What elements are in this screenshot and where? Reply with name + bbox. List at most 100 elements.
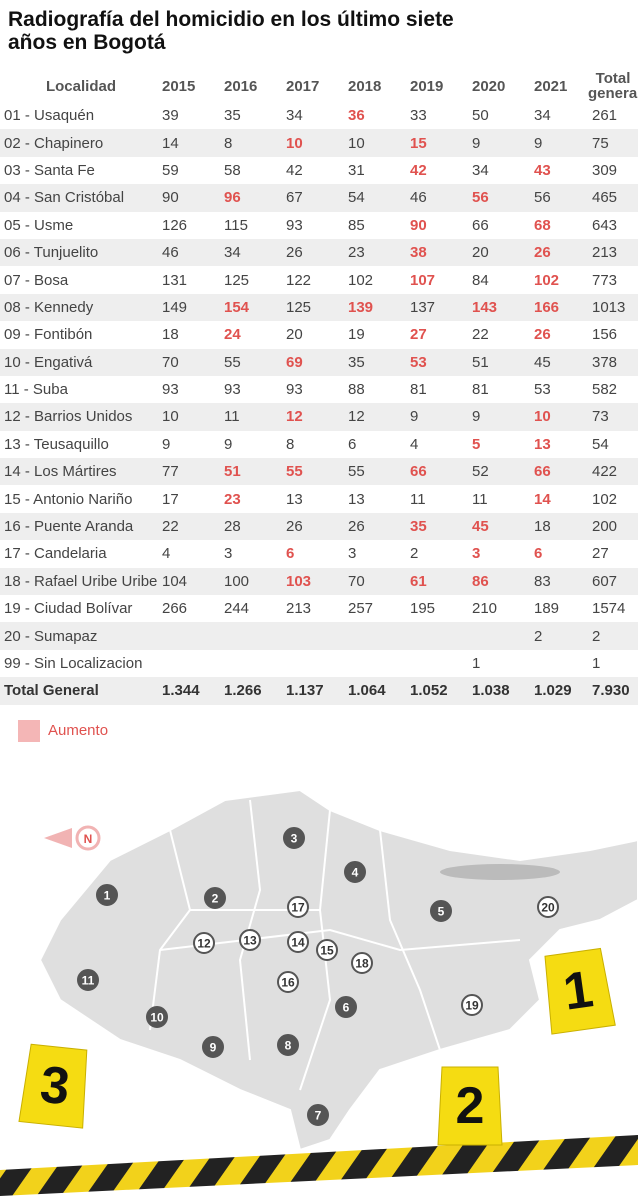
value-cell: 31	[348, 161, 365, 179]
locality: 09 - Fontibón	[4, 326, 93, 344]
value-cell: 46	[406, 184, 468, 212]
district-number: 16	[281, 976, 295, 990]
marker-number: 3	[37, 1056, 72, 1117]
value-cell: 8	[286, 435, 295, 453]
empty-cell	[282, 622, 344, 650]
value-cell: 210	[472, 600, 498, 618]
value-cell: 14	[158, 129, 220, 157]
district-badge	[287, 896, 309, 918]
table-row: 03 - Santa Fe 59 58 42 31 42 34 43 309	[0, 157, 638, 184]
value-cell: 102	[534, 271, 560, 289]
district-number: 3	[291, 832, 298, 846]
district-number: 19	[465, 999, 479, 1013]
value-cell: 75	[588, 129, 638, 157]
value-cell: 1	[472, 655, 481, 672]
value-cell: 46	[158, 238, 220, 267]
table-row: 09 - Fontibón 18 24 20 19 27 22 26 156	[0, 321, 638, 348]
value-cell: 90	[158, 184, 220, 212]
district-number: 14	[291, 936, 305, 950]
total-cell: 1.038	[468, 677, 530, 705]
value-cell: 19	[348, 326, 365, 344]
locality: 03 - Santa Fe	[4, 161, 95, 179]
value-cell: 213	[588, 238, 638, 267]
value-cell: 51	[468, 348, 530, 376]
value-cell: 137	[406, 293, 468, 322]
value-cell: 11	[220, 403, 282, 431]
header-cell: 2016	[224, 77, 258, 95]
empty-cell	[158, 650, 220, 677]
value-cell: 68	[534, 216, 551, 234]
value-cell: 26	[344, 512, 406, 541]
value-cell: 45	[530, 348, 588, 376]
district-badge	[204, 887, 226, 909]
value-cell: 35	[406, 512, 468, 541]
district-badge	[335, 996, 357, 1018]
value-cell: 213	[286, 600, 312, 618]
value-cell: 422	[588, 458, 638, 486]
district-number: 7	[315, 1109, 322, 1123]
district-number: 13	[243, 934, 257, 948]
table-row: 04 - San Cristóbal 90 96 67 54 46 56 56 465	[0, 184, 638, 212]
locality: 19 - Ciudad Bolívar	[4, 600, 133, 618]
value-cell: 42	[410, 161, 427, 179]
compass: N	[44, 825, 101, 851]
district-number: 20	[541, 901, 555, 915]
locality: 05 - Usme	[4, 216, 74, 234]
empty-cell	[344, 650, 406, 677]
empty-cell	[158, 622, 220, 650]
caution-tape	[0, 1135, 638, 1196]
total-cell: 1.052	[406, 677, 468, 705]
district-badge	[146, 1006, 168, 1028]
value-cell: 26	[282, 238, 344, 267]
value-cell: 3	[472, 545, 481, 563]
value-cell: 195	[410, 600, 436, 618]
value-cell: 773	[592, 271, 618, 289]
locality: 14 - Los Mártires	[0, 458, 158, 486]
value-cell: 5	[472, 435, 481, 453]
district-number: 11	[82, 974, 95, 988]
empty-cell	[220, 622, 282, 650]
value-cell: 261	[592, 107, 618, 125]
shadow	[440, 864, 560, 880]
total-cell: 1.266	[220, 677, 282, 705]
marker-body	[544, 947, 616, 1035]
district-badge	[277, 971, 299, 993]
empty-cell	[344, 622, 406, 650]
value-cell: 70	[158, 348, 220, 376]
value-cell: 43	[534, 161, 551, 179]
value-cell: 73	[588, 403, 638, 431]
value-cell: 12	[344, 403, 406, 431]
header-row: Localidad 2015 2016 2017 2018 2019 2020 2021 Tot…	[0, 70, 638, 102]
value-cell: 9	[468, 403, 530, 431]
district-number: 1	[104, 889, 111, 903]
district-number: 5	[438, 905, 445, 919]
value-cell: 66	[530, 458, 588, 486]
table-row: 19 - Ciudad Bolívar 266 244 213 257 195 210 189…	[0, 595, 638, 622]
district-number: 12	[197, 937, 211, 951]
value-cell: 9	[162, 435, 171, 453]
value-cell: 6	[286, 545, 295, 563]
table-row: 01 - Usaquén 39 35 34 36 33 50 34 261	[0, 102, 638, 129]
locality: 18 - Rafael Uribe Uribe	[0, 567, 158, 596]
district-badge	[461, 994, 483, 1016]
table-row: 10 - Engativá 70 55 69 35 53 51 45 378	[0, 348, 638, 376]
header-cell: Total general	[588, 70, 638, 102]
value-cell: 50	[472, 107, 489, 125]
value-cell: 85	[348, 216, 365, 234]
total-cell: 1.064	[344, 677, 406, 705]
table-row: 06 - Tunjuelito 46 34 26 23 38 20 26 213	[0, 238, 638, 267]
district-badge	[351, 952, 373, 974]
value-cell: 100	[220, 567, 282, 596]
district-badge	[344, 861, 366, 883]
value-cell: 93	[162, 381, 179, 399]
value-cell: 38	[406, 238, 468, 267]
value-cell: 607	[588, 567, 638, 596]
value-cell: 4	[162, 545, 171, 563]
total-cell: 1.029	[530, 677, 588, 705]
value-cell: 102	[592, 490, 618, 508]
value-cell: 6	[348, 435, 357, 453]
value-cell: 10	[158, 403, 220, 431]
table-row: 16 - Puente Aranda 22 28 26 26 35 45 18 200	[0, 512, 638, 541]
